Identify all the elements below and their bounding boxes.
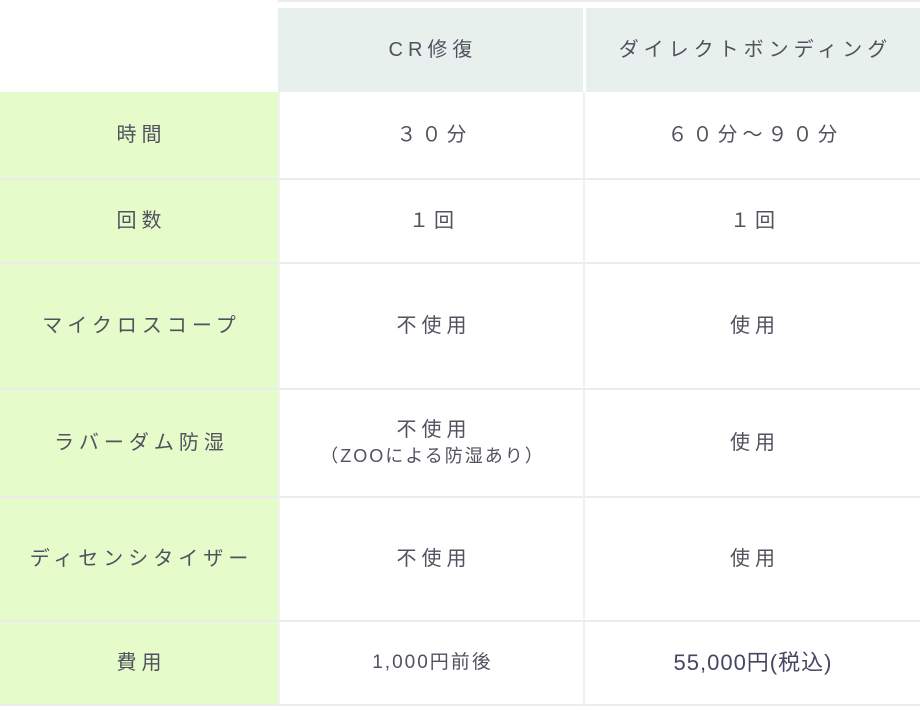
cell-rubber-dam-cr: 不使用 （ZOOによる防湿あり） — [278, 390, 583, 498]
cell-microscope-direct: 使用 — [583, 264, 920, 390]
cell-visits-cr: １回 — [278, 180, 583, 264]
cell-rubber-dam-direct: 使用 — [583, 390, 920, 498]
row-header-desensitizer: ディセンシタイザー — [0, 498, 278, 622]
cell-microscope-cr: 不使用 — [278, 264, 583, 390]
cell-cost-cr: 1,000円前後 — [278, 622, 583, 706]
top-divider — [278, 0, 920, 2]
cell-visits-direct: １回 — [583, 180, 920, 264]
row-header-visits: 回数 — [0, 180, 278, 264]
comparison-grid: CR修復 ダイレクトボンディング 時間 ３０分 ６０分～９０分 回数 １回 １回… — [0, 8, 920, 706]
cell-cost-direct: 55,000円(税込) — [583, 622, 920, 706]
row-header-rubber-dam: ラバーダム防湿 — [0, 390, 278, 498]
row-header-microscope: マイクロスコープ — [0, 264, 278, 390]
column-header-cr: CR修復 — [278, 8, 583, 92]
cell-time-cr: ３０分 — [278, 92, 583, 180]
cell-rubber-dam-cr-main: 不使用 — [396, 419, 472, 442]
cell-desensitizer-direct: 使用 — [583, 498, 920, 622]
column-header-direct-bonding: ダイレクトボンディング — [583, 8, 920, 92]
cell-rubber-dam-cr-note: （ZOOによる防湿あり） — [320, 446, 545, 467]
corner-header-cell — [0, 8, 278, 92]
row-header-cost: 費用 — [0, 622, 278, 706]
row-header-time: 時間 — [0, 92, 278, 180]
cell-desensitizer-cr: 不使用 — [278, 498, 583, 622]
cell-time-direct: ６０分～９０分 — [583, 92, 920, 180]
